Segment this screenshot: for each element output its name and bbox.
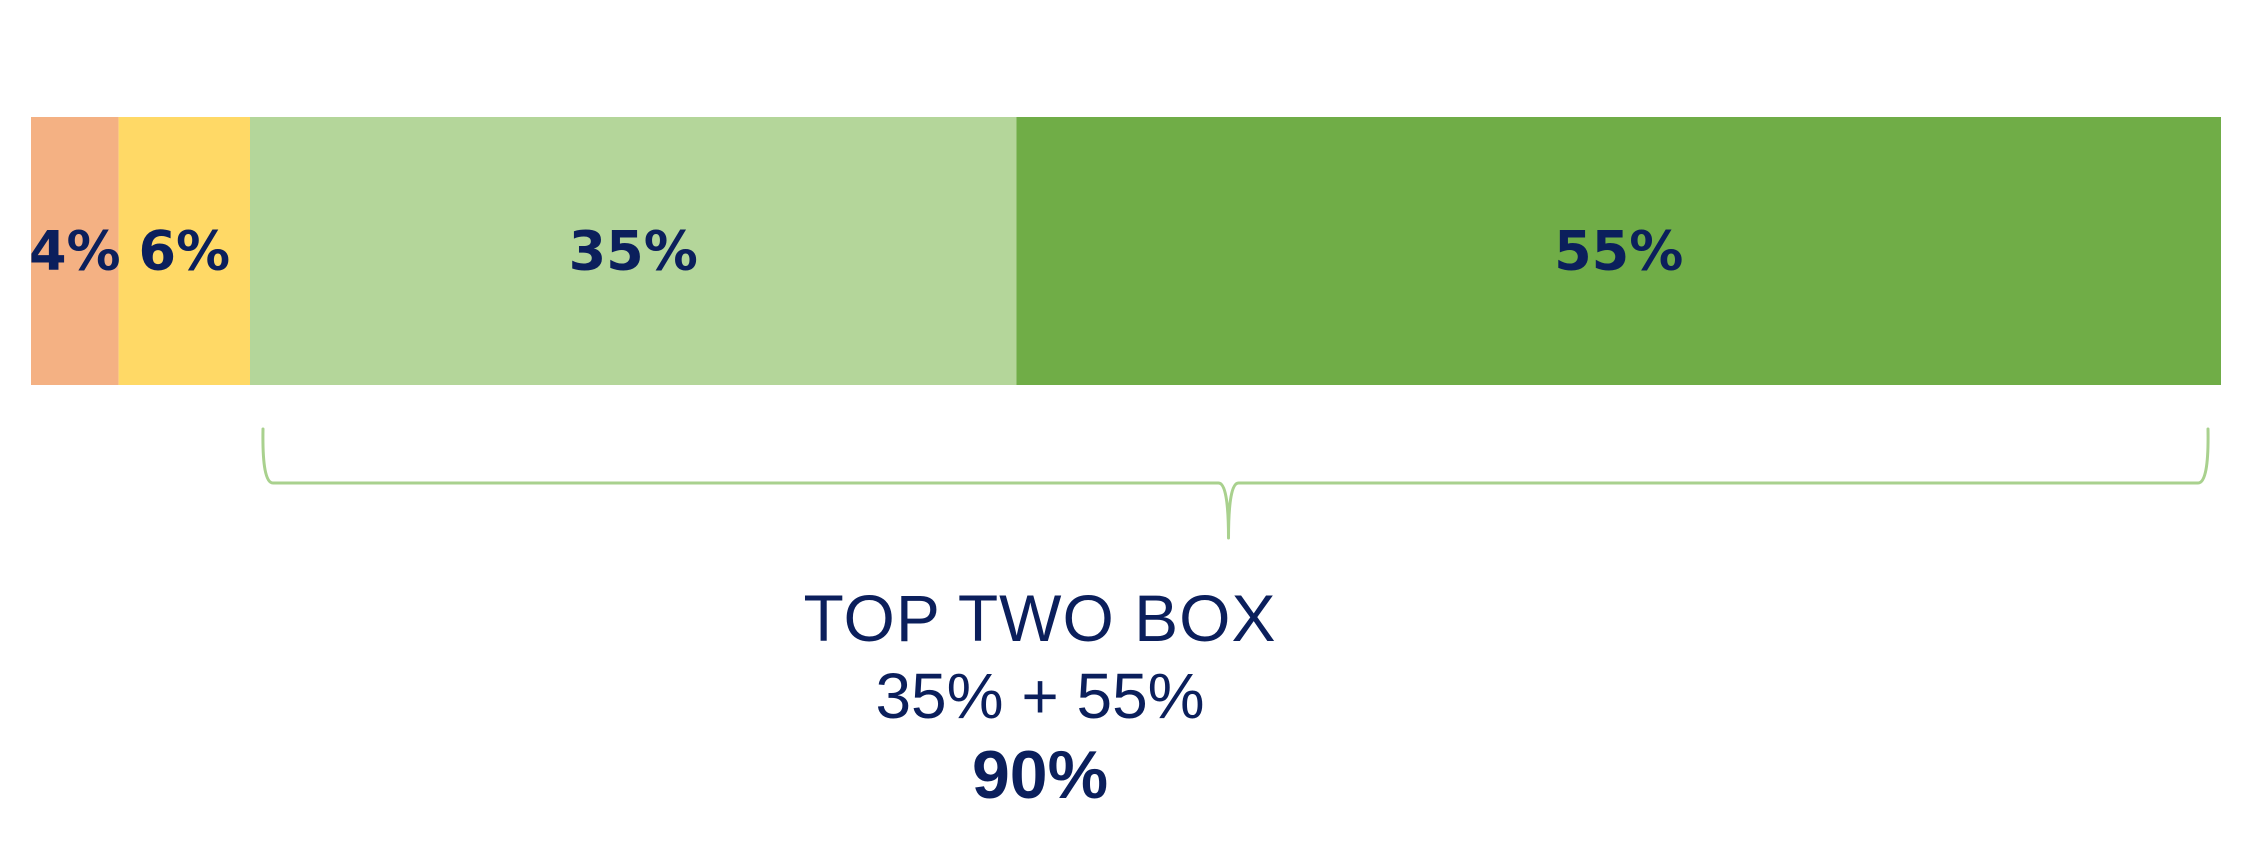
summary-formula: 35% + 55% bbox=[875, 660, 1205, 732]
bar-label-4: 55% bbox=[1554, 220, 1683, 283]
bar-segment-4 bbox=[1016, 117, 2221, 385]
bar-segment-3 bbox=[250, 117, 1017, 385]
top-two-box-bracket bbox=[261, 427, 2210, 540]
bar-segment-2 bbox=[118, 117, 250, 385]
bar-segments bbox=[31, 117, 2221, 385]
summary-total: 90% bbox=[971, 737, 1109, 813]
bar-label-2: 6% bbox=[138, 220, 230, 283]
bar-labels: 4% 6% 35% 55% bbox=[29, 220, 1683, 283]
summary-title: TOP TWO BOX bbox=[803, 581, 1277, 655]
bar-label-3: 35% bbox=[569, 220, 698, 283]
bar-label-1: 4% bbox=[29, 220, 121, 283]
bar-segment-1 bbox=[31, 117, 119, 385]
